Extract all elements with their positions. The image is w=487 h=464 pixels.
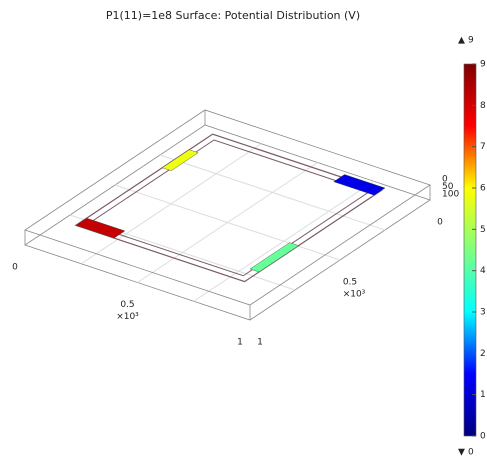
colorbar-tick-label: 0 <box>480 432 486 442</box>
chart: P1(11)=1e8 Surface: Potential Distributi… <box>0 0 487 460</box>
colorbar-tick-label: 6 <box>480 184 486 194</box>
colorbar-tick-label: 7 <box>480 142 486 152</box>
colorbar-tick-label: 3 <box>480 308 486 318</box>
floor-line <box>115 185 340 260</box>
chart-title: P1(11)=1e8 Surface: Potential Distributi… <box>106 9 360 22</box>
z-tick-label: 100 <box>442 190 459 200</box>
colorbar-tick-label: 2 <box>480 349 486 359</box>
y-tick-label: 1 <box>257 338 263 348</box>
y-tick-label: 0.5 <box>343 278 357 288</box>
potential-patch <box>162 150 198 171</box>
trace-outer <box>76 134 382 281</box>
min-arrow: ▼ <box>458 448 465 458</box>
colorbar-max: 9 <box>468 36 474 46</box>
colorbar-tick-label: 4 <box>480 266 486 276</box>
y-exponent: ×10³ <box>343 290 366 300</box>
colorbar-tick-label: 5 <box>480 225 486 235</box>
x-tick-label: 1 <box>237 338 243 348</box>
x-tick-label: 0.5 <box>120 300 134 310</box>
x-tick-label: 0 <box>12 263 18 273</box>
colorbar-tick-label: 9 <box>480 60 486 70</box>
y-tick-label: 0 <box>437 218 443 228</box>
max-arrow: ▲ <box>458 36 465 46</box>
colorbar-tick-label: 8 <box>480 101 486 111</box>
x-exponent: ×10³ <box>116 312 139 322</box>
potential-patch <box>334 175 385 196</box>
colorbar-tick-label: 1 <box>480 390 486 400</box>
floor-line <box>160 155 385 230</box>
colorbar-min: 0 <box>468 448 474 458</box>
colorbar <box>464 64 476 436</box>
